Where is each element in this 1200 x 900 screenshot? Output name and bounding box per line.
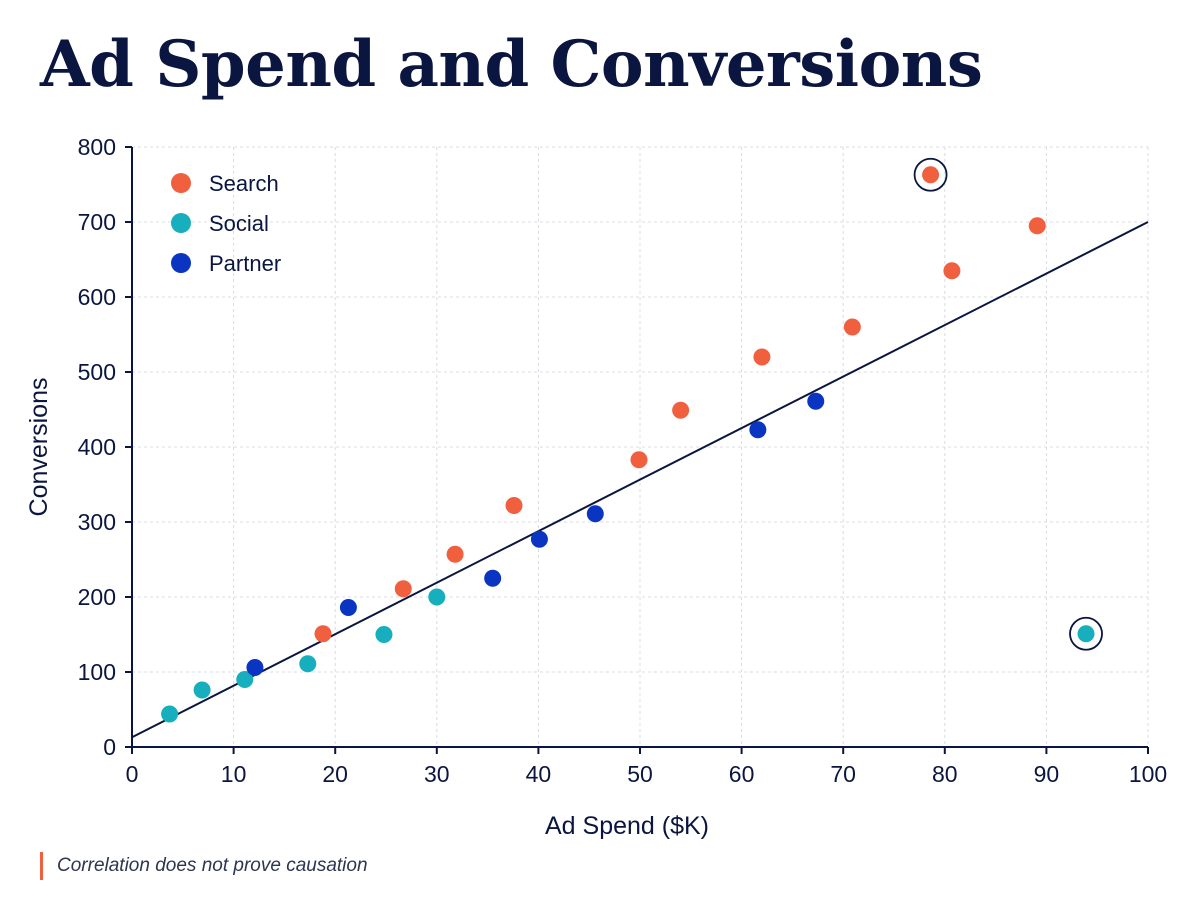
- point-partner: [749, 421, 767, 439]
- point-search: [446, 545, 464, 563]
- x-tick-label: 60: [729, 761, 755, 787]
- x-tick-label: 10: [221, 761, 247, 787]
- point-partner: [807, 392, 825, 410]
- point-search: [314, 625, 332, 643]
- x-tick-label: 80: [932, 761, 958, 787]
- highlight-ring: [1069, 616, 1103, 651]
- grid-lines: [132, 146, 1149, 747]
- point-social: [375, 626, 393, 643]
- trendline: [131, 221, 1149, 739]
- x-tick-label: 50: [627, 761, 653, 787]
- point-search: [843, 318, 861, 336]
- x-tick-label: 20: [322, 761, 348, 787]
- point-partner: [586, 505, 604, 523]
- point-search: [1028, 217, 1046, 235]
- y-tick-label: 100: [78, 659, 116, 685]
- point-search: [630, 451, 648, 469]
- x-tick-label: 70: [830, 761, 856, 787]
- point-search: [394, 580, 412, 598]
- legend: Search Social Partner: [171, 171, 281, 276]
- point-social: [193, 681, 211, 699]
- point-partner: [246, 659, 264, 676]
- x-tick-label: 90: [1034, 761, 1060, 787]
- footnote-accent-bar: [40, 852, 43, 880]
- y-tick-label: 800: [78, 134, 116, 160]
- legend-swatch-search: [171, 173, 191, 193]
- x-tick-label: 0: [126, 761, 139, 787]
- legend-label-partner: Partner: [209, 251, 281, 276]
- point-search: [505, 497, 523, 514]
- footnote: Correlation does not prove causation: [40, 852, 368, 880]
- data-points: [161, 157, 1103, 723]
- y-tick-label: 500: [78, 359, 116, 385]
- x-tick-label: 40: [526, 761, 552, 787]
- point-partner: [484, 569, 502, 587]
- point-partner: [339, 599, 357, 616]
- trendline-group: [131, 221, 1149, 739]
- footnote-text: Correlation does not prove causation: [57, 855, 368, 876]
- y-tick-label: 300: [78, 509, 116, 535]
- y-tick-label: 200: [78, 584, 116, 610]
- point-social: [236, 671, 254, 688]
- point-search: [672, 401, 690, 419]
- point-search: [922, 166, 940, 184]
- x-axis-label: Ad Spend ($K): [545, 812, 709, 840]
- chart-title: Ad Spend and Conversions: [40, 27, 983, 102]
- legend-label-search: Search: [209, 171, 279, 196]
- legend-swatch-partner: [171, 253, 191, 273]
- x-tick-label: 100: [1129, 761, 1167, 787]
- y-tick-label: 400: [78, 434, 116, 460]
- point-search: [753, 348, 771, 366]
- point-social: [161, 705, 179, 723]
- point-social: [428, 588, 446, 606]
- legend-label-social: Social: [209, 211, 269, 236]
- y-tick-label: 700: [78, 209, 116, 235]
- legend-swatch-social: [171, 213, 191, 233]
- x-tick-label: 30: [424, 761, 450, 787]
- axes: 0 10 20 30 40 50 60 70 80 90 100 0 100 200 300 400 500 60…: [78, 134, 1168, 787]
- y-axis-label: Conversions: [25, 378, 53, 517]
- highlight-ring: [913, 157, 948, 192]
- y-tick-label: 600: [78, 284, 116, 310]
- y-tick-label: 0: [103, 734, 116, 760]
- point-partner: [530, 530, 548, 548]
- point-social: [299, 655, 317, 673]
- point-search: [943, 262, 961, 280]
- point-social: [1077, 625, 1095, 643]
